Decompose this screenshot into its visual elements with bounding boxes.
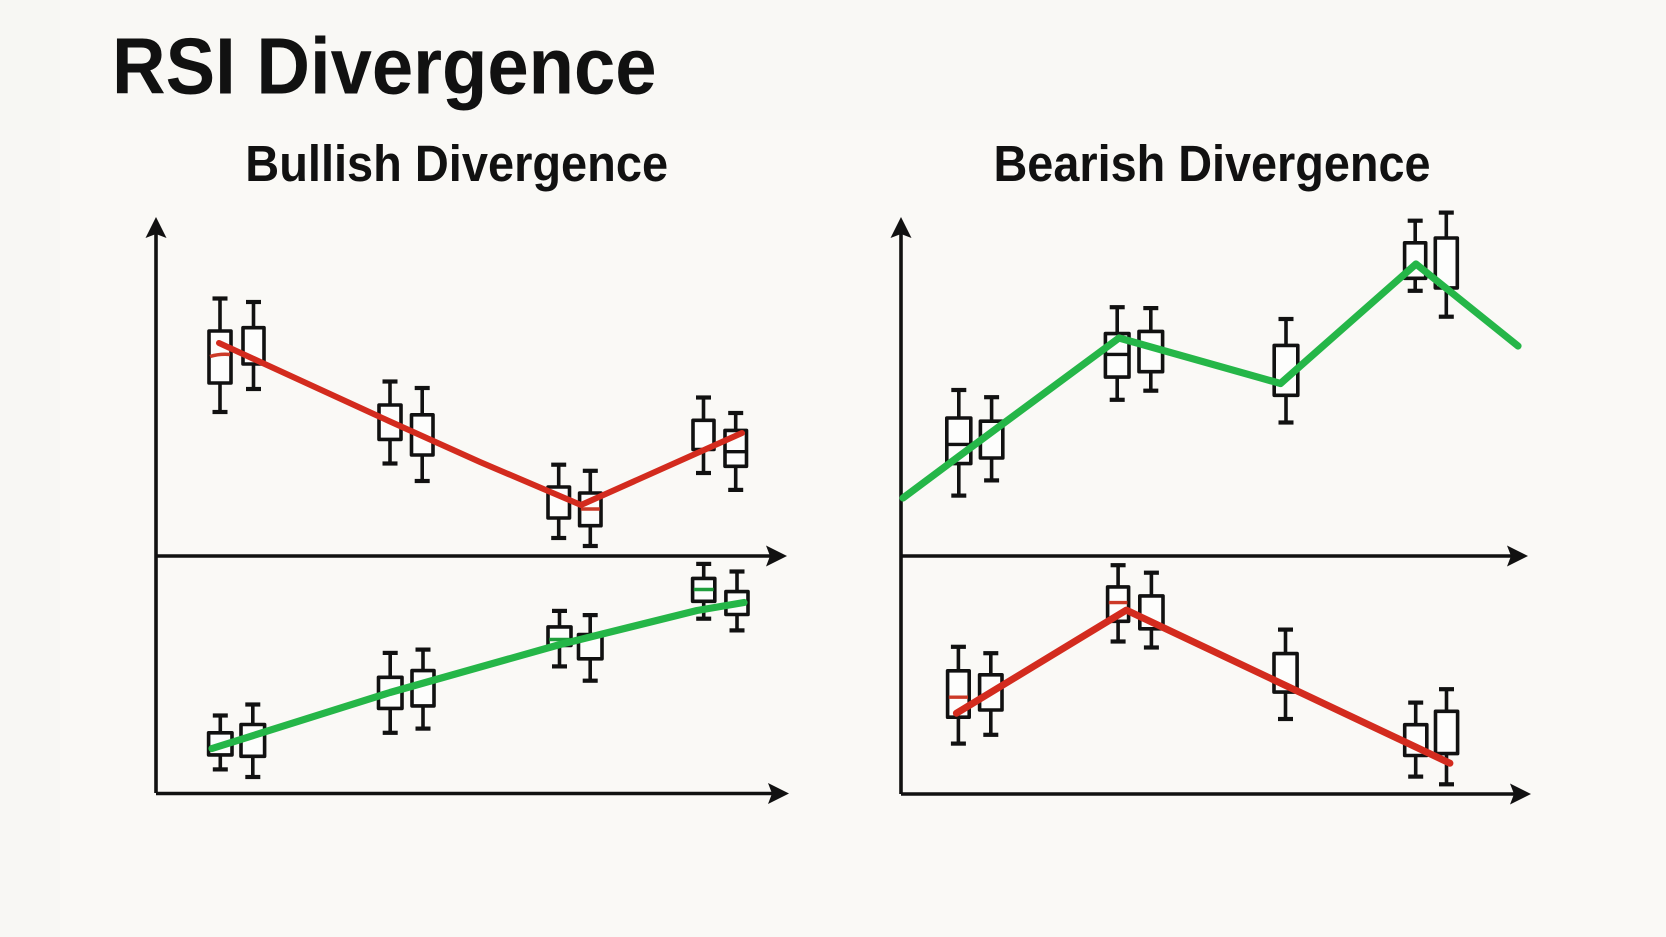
svg-text:RSI Divergence: RSI Divergence [112,22,657,111]
svg-text:Bullish Divergence: Bullish Divergence [245,136,668,192]
svg-text:Bearish Divergence: Bearish Divergence [994,136,1431,192]
